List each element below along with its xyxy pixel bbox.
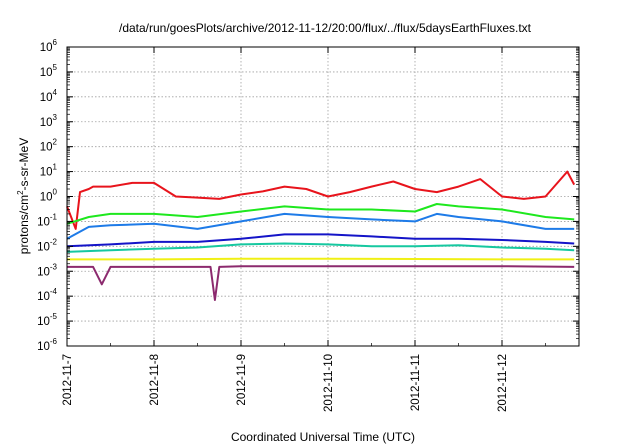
y-tick-label: 105 (40, 63, 58, 79)
x-axis-label: Coordinated Universal Time (UTC) (231, 430, 415, 444)
y-tick-label: 10-3 (37, 262, 57, 278)
y-tick-label: 10-2 (37, 237, 57, 253)
series-line-5 (66, 242, 575, 253)
y-axis-label: protons/cm2-s-sr-MeV (16, 138, 31, 254)
grid (67, 47, 579, 346)
y-tick-label: 10-5 (37, 312, 57, 328)
series-line-4 (66, 233, 575, 248)
y-axis: 10-6 10-5 10-4 10-3 10-2 10-1 100 101 102 103 104 1… (37, 38, 579, 353)
series-line-1 (66, 170, 576, 230)
y-tick-label: 10-6 (37, 337, 57, 353)
series-group (66, 170, 576, 301)
y-tick-label: 10-1 (37, 212, 57, 228)
x-tick-label: 2012-11-9 (236, 354, 248, 406)
x-tick-label: 2012-11-8 (149, 354, 161, 406)
series-line-2 (66, 203, 575, 225)
y-tick-label: 103 (40, 113, 58, 129)
y-tick-label: 102 (40, 138, 58, 154)
y-tick-label: 101 (40, 163, 58, 179)
chart-title: /data/run/goesPlots/archive/2012-11-12/2… (119, 21, 532, 35)
x-tick-label: 2012-11-10 (323, 354, 335, 412)
y-tick-label: 104 (40, 88, 58, 104)
series-line-3 (66, 212, 575, 240)
x-tick-label: 2012-11-11 (410, 354, 422, 411)
series-line-7 (67, 265, 575, 301)
series-line-6 (67, 257, 575, 261)
x-tick-label: 2012-11-12 (497, 354, 509, 412)
x-tick-label: 2012-11-7 (62, 354, 74, 406)
y-tick-label: 106 (40, 38, 58, 54)
y-tick-label: 10-4 (37, 287, 57, 303)
y-tick-label: 100 (40, 188, 58, 204)
x-axis: 2012-11-7 2012-11-8 2012-11-9 2012-11-10 201… (62, 47, 546, 412)
